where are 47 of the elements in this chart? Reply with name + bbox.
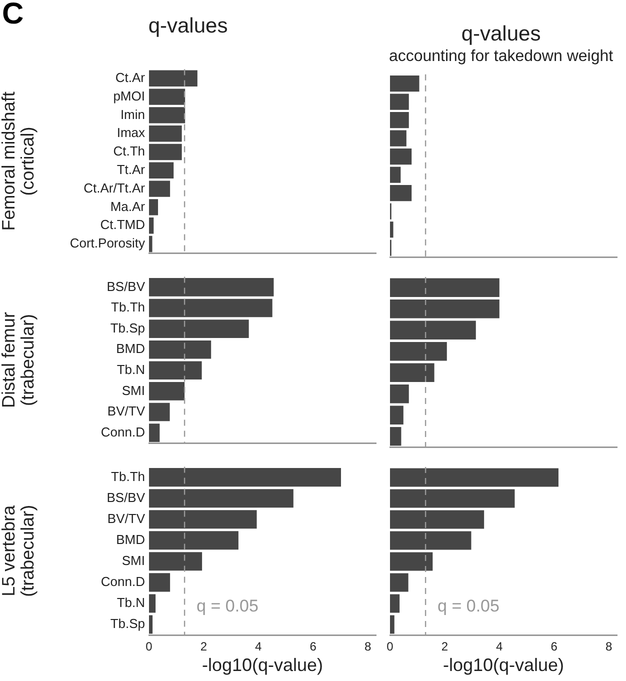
y-tick-label: Ct.TMD — [100, 217, 145, 232]
x-tick-label: 4 — [496, 640, 504, 654]
x-tick-label: 0 — [146, 640, 153, 654]
y-tick-label: BV/TV — [107, 510, 146, 526]
y-tick-label: BMD — [116, 532, 145, 547]
y-tick-label: SMI — [122, 552, 145, 568]
y-tick-label: Tb.Sp — [110, 616, 145, 632]
x-tick-label: 0 — [386, 640, 394, 654]
x-tick-label: 6 — [310, 640, 317, 654]
x-tick-label: 2 — [200, 640, 208, 654]
y-axis-title: Distal femur (trabecular) — [0, 312, 38, 408]
y-tick-label: Conn.D — [100, 574, 145, 590]
annotation: q = 0.05 — [438, 596, 500, 616]
y-tick-label: SMI — [122, 382, 145, 398]
text: C — [2, 0, 24, 30]
y-tick-label: Ct.Ar — [115, 70, 146, 85]
x-axis-title: -log10(q-value) — [202, 655, 324, 676]
y-tick-label: Tb.N — [116, 595, 145, 610]
x-tick-label: 4 — [255, 640, 262, 654]
y-tick-label: Ma.Ar — [110, 198, 146, 214]
chart-title: q-values — [461, 22, 541, 46]
y-tick-label: Conn.D — [100, 424, 145, 440]
y-tick-label: Tb.Th — [111, 468, 145, 484]
y-tick-label: Ct.Th — [113, 144, 145, 159]
chart-subtitle: accounting for takedown weight — [388, 48, 614, 66]
chart-title: q-values — [148, 14, 228, 38]
y-axis-title: L5 vertebra (trabecular) — [0, 504, 38, 597]
x-tick-label: 6 — [550, 640, 558, 654]
y-tick-label: Tb.Th — [111, 300, 145, 315]
y-tick-label: Ct.Ar/Tt.Ar — [84, 180, 146, 196]
y-tick-label: pMOI — [113, 88, 145, 104]
y-tick-label: Cort.Porosity — [70, 236, 146, 251]
y-tick-label: BV/TV — [107, 404, 146, 419]
y-tick-label: Tb.N — [116, 362, 145, 377]
annotation: q = 0.05 — [196, 596, 258, 616]
y-tick-label: BS/BV — [106, 278, 146, 294]
y-axis-title: Femoral midshaft (cortical) — [0, 92, 38, 231]
x-tick-label: 8 — [605, 640, 612, 654]
x-tick-label: 8 — [364, 640, 372, 654]
x-axis-title: -log10(q-value) — [442, 655, 564, 676]
y-tick-label: BS/BV — [106, 490, 146, 505]
y-tick-label: Imax — [116, 125, 146, 140]
y-tick-label: BMD — [116, 341, 145, 356]
y-tick-label: Tb.Sp — [110, 320, 145, 336]
y-tick-label: Tt.Ar — [116, 162, 146, 177]
y-tick-label: Imin — [120, 106, 145, 122]
x-tick-label: 2 — [441, 640, 448, 654]
